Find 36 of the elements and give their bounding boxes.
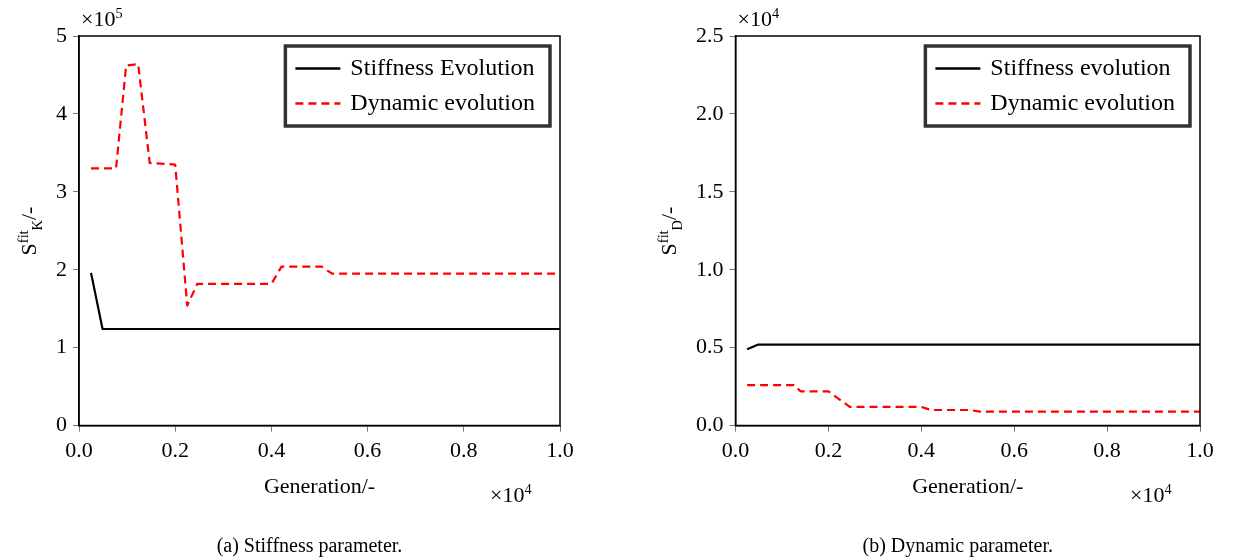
x-tick-label: 0.6 — [353, 436, 382, 462]
text: ×10$^{4}$ — [490, 481, 532, 508]
line-series — [746, 383, 1200, 413]
text: ×10$^{5}$ — [81, 5, 123, 32]
x-tick-label: 0.8 — [450, 436, 478, 462]
text: ×10$^{4}$ — [1130, 481, 1172, 508]
x-tick-label: 1.0 — [546, 436, 574, 462]
y-tick-label: 1.0 — [696, 255, 724, 281]
x-tick-label: 1.0 — [1186, 436, 1214, 462]
legend-label: Dynamic evolution — [990, 88, 1176, 115]
y-tick-label: 5 — [56, 21, 67, 47]
y-tick-label: 0.0 — [696, 411, 724, 437]
y-tick-label: 2 — [56, 255, 67, 281]
y-tick-label: 1 — [56, 333, 67, 359]
x-tick-label: 0.2 — [814, 436, 843, 462]
y-tick-label: 1.5 — [696, 177, 724, 203]
x-tick-label: 0.8 — [1093, 436, 1121, 462]
y-tick-label: 2.0 — [696, 99, 724, 125]
legend-label: Stiffness evolution — [990, 53, 1171, 80]
legend-label: Dynamic evolution — [350, 88, 536, 115]
text: ×10$^{4}$ — [737, 5, 780, 32]
x-tick-label: 0.2 — [161, 436, 189, 462]
y-tick-label: 3 — [56, 177, 67, 203]
y-tick-label: 4 — [56, 99, 67, 125]
y-tick-label: 2.5 — [696, 21, 724, 47]
legend-label: Stiffness Evolution — [350, 53, 535, 80]
x-tick-label: 0.0 — [721, 436, 750, 462]
x-tick-label: 0.4 — [907, 436, 936, 462]
text: (b) Dynamic parameter. — [862, 534, 1053, 556]
y-tick-label: 0 — [56, 411, 67, 437]
x-axis-title: Generation/- — [263, 473, 376, 498]
text: (a) Stiffness parameter. — [216, 534, 403, 556]
x-tick-label: 0.6 — [1000, 436, 1028, 462]
x-tick-label: 0.4 — [257, 436, 286, 462]
y-tick-label: 0.5 — [696, 333, 724, 359]
x-axis-title: Generation/- — [912, 473, 1024, 498]
